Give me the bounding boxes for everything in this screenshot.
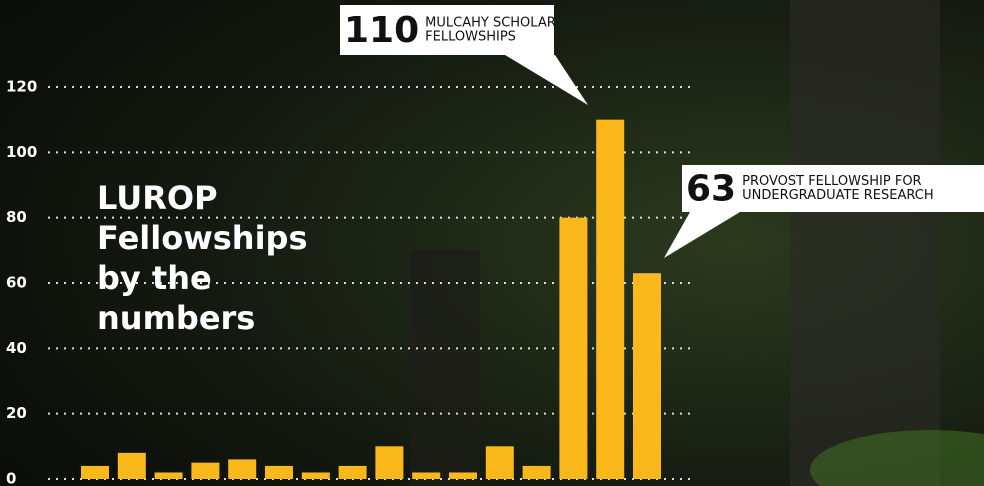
bar: [412, 472, 441, 479]
bar: [154, 472, 183, 479]
y-tick-label: 100: [6, 143, 37, 161]
value-label: 110: [344, 10, 419, 51]
y-tick-label: 80: [6, 208, 27, 226]
y-tick-label: 40: [6, 339, 27, 357]
bar: [559, 217, 588, 479]
tree-trunk: [790, 0, 940, 486]
bar: [375, 446, 404, 479]
bar: [228, 459, 257, 479]
y-tick-label: 0: [6, 470, 16, 486]
y-tick-label: 120: [6, 78, 37, 96]
chart-title: Fellowships: [97, 219, 308, 257]
chart-title: LUROP: [97, 179, 218, 217]
y-tick-label: 20: [6, 404, 27, 422]
tree-trunk: [410, 250, 480, 486]
annotation: PROVOST FELLOWSHIP FOR: [742, 174, 921, 189]
annotation: UNDERGRADUATE RESEARCH: [742, 188, 934, 203]
bar: [485, 446, 514, 479]
y-tick-label: 60: [6, 274, 27, 292]
bar: [81, 465, 109, 479]
bar: [338, 465, 367, 479]
bar: [596, 119, 625, 480]
bar: [191, 462, 220, 479]
value-label: 63: [686, 169, 736, 210]
chart-title: numbers: [97, 299, 255, 337]
bar: [522, 465, 551, 479]
chart-title: by the: [97, 259, 212, 297]
bar: [117, 452, 146, 479]
bar: [449, 472, 477, 479]
bar: [633, 273, 661, 479]
bar: [301, 472, 330, 479]
callout-box: [340, 5, 588, 105]
bar: [265, 465, 293, 479]
annotation: MULCAHY SCHOLAR: [425, 16, 556, 31]
annotation: FELLOWSHIPS: [425, 30, 516, 45]
foliage: [810, 430, 984, 486]
callout-box: [664, 165, 984, 258]
